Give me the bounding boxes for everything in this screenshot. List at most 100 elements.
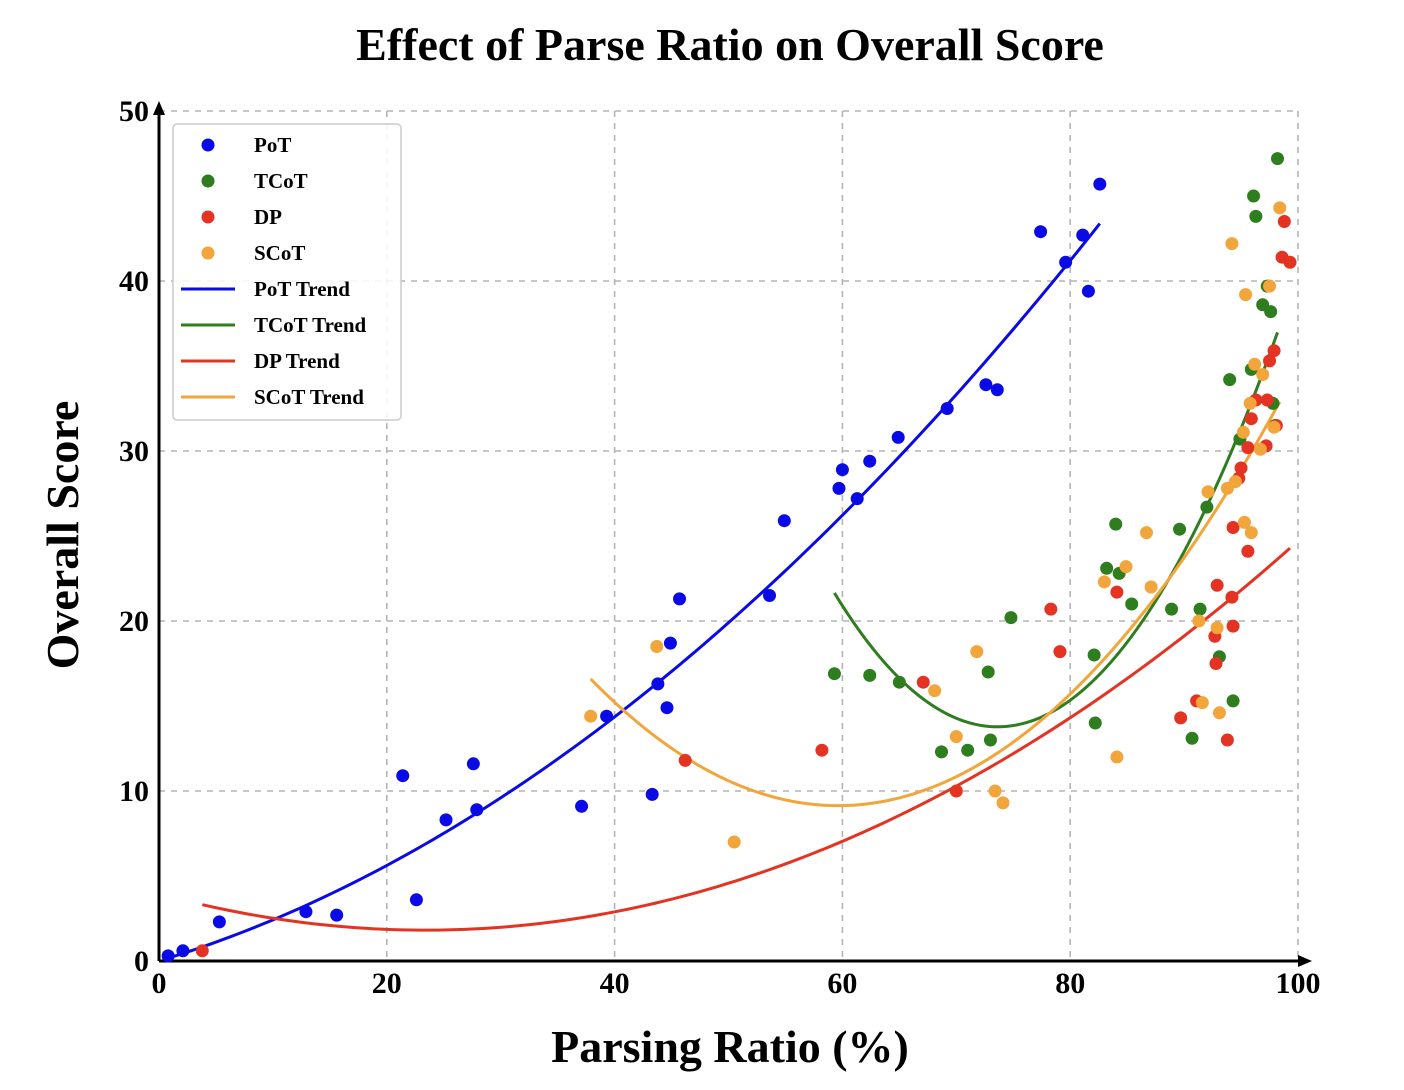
data-point [1225,590,1239,604]
data-point [673,592,687,606]
data-point [1173,522,1187,536]
x-tick-label: 60 [827,967,857,1000]
data-point [815,743,829,757]
y-axis-label: Overall Score [37,401,88,670]
data-point [1234,461,1248,475]
data-point [1253,442,1267,456]
data-point [1044,602,1058,616]
trend-line [833,331,1279,729]
data-point [863,668,877,682]
data-point [1248,357,1262,371]
legend-label: DP Trend [254,349,340,373]
data-point [645,787,659,801]
data-point [600,709,614,723]
data-point [827,667,841,681]
data-points [161,152,1297,963]
data-point [1260,393,1274,407]
data-point [299,905,313,919]
data-point [1004,611,1018,625]
data-point [1256,368,1270,381]
legend-box [172,123,402,421]
data-point [916,675,930,689]
data-point [176,944,190,958]
data-point [470,803,484,817]
data-point [409,893,423,907]
data-point [1076,228,1090,242]
data-point [1283,255,1297,269]
legend: PoT TCoT DP SCoT PoT Trend TCoT Trend DP Trend… [172,123,402,421]
data-point [1087,648,1101,662]
data-point [970,645,984,659]
data-point [1244,412,1258,426]
data-point [1201,485,1215,499]
data-point [928,684,942,698]
data-point [466,757,480,771]
data-point [1264,305,1278,319]
legend-marker [201,138,215,152]
data-point [1193,602,1207,616]
ticks: 0 20 40 60 80 100 0 10 20 30 40 50 [119,95,1321,1000]
data-point [1243,396,1257,410]
data-point [983,733,997,747]
y-tick-label: 30 [119,435,149,468]
data-point [1225,237,1239,251]
data-point [1267,344,1281,358]
data-point [1144,580,1158,594]
data-point [1174,711,1188,725]
x-tick-label: 40 [600,967,630,1000]
y-tick-label: 40 [119,265,149,298]
data-point [1226,694,1240,708]
data-point [1088,716,1102,730]
data-point [212,915,226,929]
data-point [850,492,864,506]
data-point [949,784,963,798]
data-point [1244,526,1258,540]
data-point [1140,526,1154,540]
x-tick-label: 20 [372,967,402,1000]
data-point [1273,201,1287,215]
x-tick-label: 0 [152,967,167,1000]
data-point [1226,521,1240,534]
data-point [940,402,954,415]
data-point [1270,152,1284,166]
legend-label: SCoT Trend [254,385,364,409]
data-point [988,784,1002,798]
data-point [1093,177,1107,191]
legend-label: SCoT [254,241,305,265]
data-point [1241,441,1255,455]
data-point [1228,475,1242,489]
data-point [763,589,777,602]
data-point [1223,373,1237,387]
data-point [396,769,410,783]
data-point [1249,209,1263,223]
data-point [727,835,741,849]
x-tick-label: 100 [1276,967,1321,1000]
data-point [934,745,948,759]
data-point [660,701,674,715]
x-axis-label: Parsing Ratio (%) [551,1021,909,1072]
data-point [1277,215,1291,228]
data-point [1125,597,1139,611]
data-point [1059,255,1073,269]
data-point [835,463,849,477]
legend-label: DP [254,205,282,229]
legend-label: TCoT Trend [254,313,367,337]
y-tick-label: 10 [119,775,149,808]
trend-line [589,400,1282,808]
y-tick-label: 0 [134,945,149,978]
data-point [1119,560,1133,574]
data-point [1097,575,1111,589]
data-point [575,799,589,813]
data-point [979,378,993,392]
data-point [981,665,995,679]
data-point [1053,645,1067,659]
data-point [1267,420,1281,434]
axes [153,101,1312,967]
data-point [990,383,1004,397]
data-point [1236,425,1250,439]
data-point [1110,750,1124,764]
data-point [892,675,906,689]
chart-title: Effect of Parse Ratio on Overall Score [356,19,1104,70]
y-tick-label: 50 [119,95,149,128]
